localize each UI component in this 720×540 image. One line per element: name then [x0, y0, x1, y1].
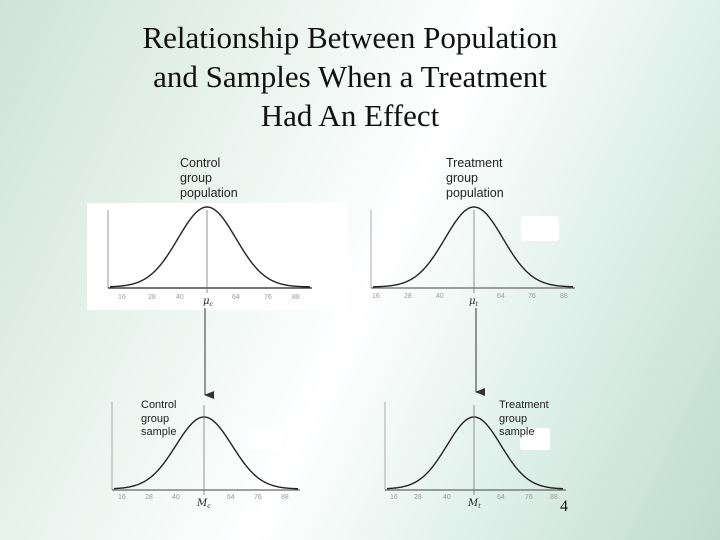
control-population-mean-label: μc — [203, 296, 214, 308]
ts-tick-7: 88 — [550, 494, 558, 501]
ts-tick-5: 64 — [497, 494, 505, 501]
cp-tick-2: 28 — [148, 294, 156, 301]
tp-tick-7: 88 — [560, 293, 568, 300]
patch-control-pop — [255, 216, 293, 241]
treatment-population-label: Treatment group population — [446, 156, 504, 200]
page-number: 4 — [560, 498, 568, 515]
treatment-population-mean-label: μt — [469, 296, 479, 308]
patch-control-sample — [248, 428, 282, 450]
cp-tick-3: 40 — [176, 294, 184, 301]
cp-tick-1: 16 — [118, 294, 126, 301]
control-population-label: Control group population — [180, 156, 238, 200]
treatment-sample-curve — [386, 416, 564, 490]
treatment-sample-label: Treatment group sample — [499, 399, 549, 438]
ts-tick-1: 16 — [390, 494, 398, 501]
patch-treatment-sample — [520, 428, 550, 450]
treatment-population-curve — [372, 206, 574, 288]
title-line-1: Relationship Between Population — [142, 20, 558, 55]
tp-tick-2: 28 — [404, 293, 412, 300]
ts-tick-3: 40 — [443, 494, 451, 501]
cp-tick-6: 76 — [264, 294, 272, 301]
cp-tick-5: 64 — [232, 294, 240, 301]
ts-tick-6: 76 — [525, 494, 533, 501]
control-population-panel: 16 28 40 64 76 88 μc — [107, 206, 312, 308]
control-sample-mean-label: Mc — [196, 498, 211, 510]
treatment-population-panel: 16 28 40 64 76 88 μt — [370, 206, 575, 308]
title-line-2: and Samples When a Treatment — [153, 59, 547, 94]
cs-tick-3: 40 — [172, 494, 180, 501]
cs-tick-5: 64 — [227, 494, 235, 501]
ts-tick-2: 28 — [414, 494, 422, 501]
cs-tick-7: 88 — [281, 494, 289, 501]
cs-tick-6: 76 — [254, 494, 262, 501]
tp-tick-3: 40 — [436, 293, 444, 300]
slide-title: Relationship Between Population and Samp… — [60, 18, 640, 135]
tp-tick-5: 64 — [497, 293, 505, 300]
control-population-curve — [109, 206, 311, 288]
treatment-sample-mean-label: Mt — [467, 498, 481, 510]
cs-tick-2: 28 — [145, 494, 153, 501]
control-sample-panel: 16 28 40 64 76 88 Mc — [111, 402, 300, 510]
patch-treatment-pop — [521, 216, 559, 241]
tp-tick-6: 76 — [528, 293, 536, 300]
control-sample-label: Control group sample — [141, 399, 177, 438]
title-line-3: Had An Effect — [260, 98, 440, 133]
cs-tick-1: 16 — [118, 494, 126, 501]
cp-tick-7: 88 — [292, 294, 300, 301]
control-sample-curve — [113, 416, 299, 490]
tp-tick-1: 16 — [372, 293, 380, 300]
treatment-sample-panel: 16 28 40 64 76 88 Mt — [384, 402, 566, 510]
control-population-background — [87, 203, 347, 310]
